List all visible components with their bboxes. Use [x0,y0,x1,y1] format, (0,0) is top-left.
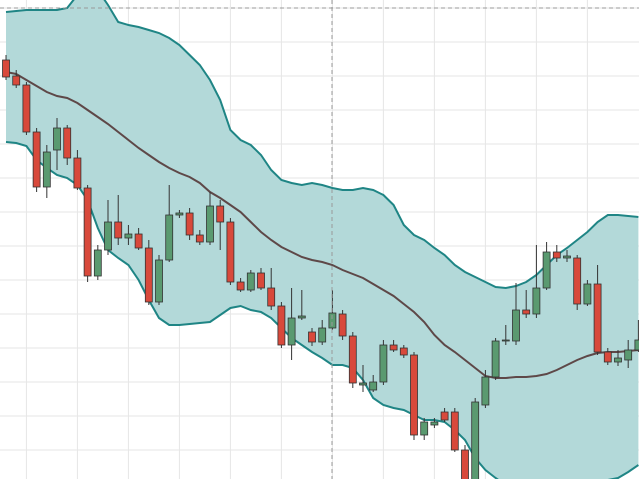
candle-body [563,255,571,259]
candle-body [22,84,31,133]
candle-body [165,214,174,261]
bollinger-bands [5,0,639,479]
candle-body [471,401,480,479]
candle-body [12,75,21,86]
candle-body [155,259,163,303]
candle-body [297,315,306,319]
candle-body [257,272,265,289]
candle-body [144,247,153,303]
candle-body [134,233,143,249]
middle-band [5,71,639,379]
candle-body [277,305,286,346]
candle-body [573,257,582,305]
candle-body [104,221,112,251]
candle-body [420,421,429,436]
candle-body [93,249,102,277]
candle-body [246,272,255,291]
candle-body [267,287,276,307]
candle-body [593,283,602,353]
candle-body [236,281,245,291]
candle-body [532,287,541,315]
candle-body [42,151,51,188]
candle-body [603,351,612,363]
candle-body [440,411,449,421]
candle-body [461,449,469,479]
candle-body [32,131,41,188]
lower-band [5,141,639,479]
candle-body [124,233,133,239]
candle-body [318,327,327,343]
candle-body [2,59,10,78]
candle-body [491,340,500,378]
candle-body [73,157,82,189]
candle-body [512,309,520,342]
candle-body [308,331,316,343]
candle-body [359,382,367,386]
candle-body [328,312,337,329]
candle-body [287,317,296,346]
candle-body [226,221,235,283]
candle-body [614,357,622,363]
candle-body [501,339,510,342]
candle-body [552,251,561,259]
candle-body [399,347,408,356]
candle-body [206,205,214,243]
candle-body [481,376,490,406]
candle-body [83,187,92,277]
candle-body [410,354,418,436]
candle-body [175,212,184,216]
candles [2,55,639,479]
candle-body [63,127,72,159]
candle-body [430,421,439,426]
candle-body [522,309,531,315]
candle-body [379,344,388,383]
candle-body [216,205,225,223]
upper-band [5,0,639,290]
candle-body [450,411,459,451]
candle-body [53,127,61,151]
candle-body [185,212,194,236]
candle-body [583,283,592,305]
candle-body [369,381,378,391]
candle-body [542,251,551,289]
candle-body [348,335,357,384]
candle-body [338,313,347,337]
candle-body [624,349,633,361]
candle-body [195,234,204,243]
candle-body [634,339,639,351]
band-fill [6,0,639,479]
candle-body [114,221,123,239]
candle-body [389,344,398,351]
